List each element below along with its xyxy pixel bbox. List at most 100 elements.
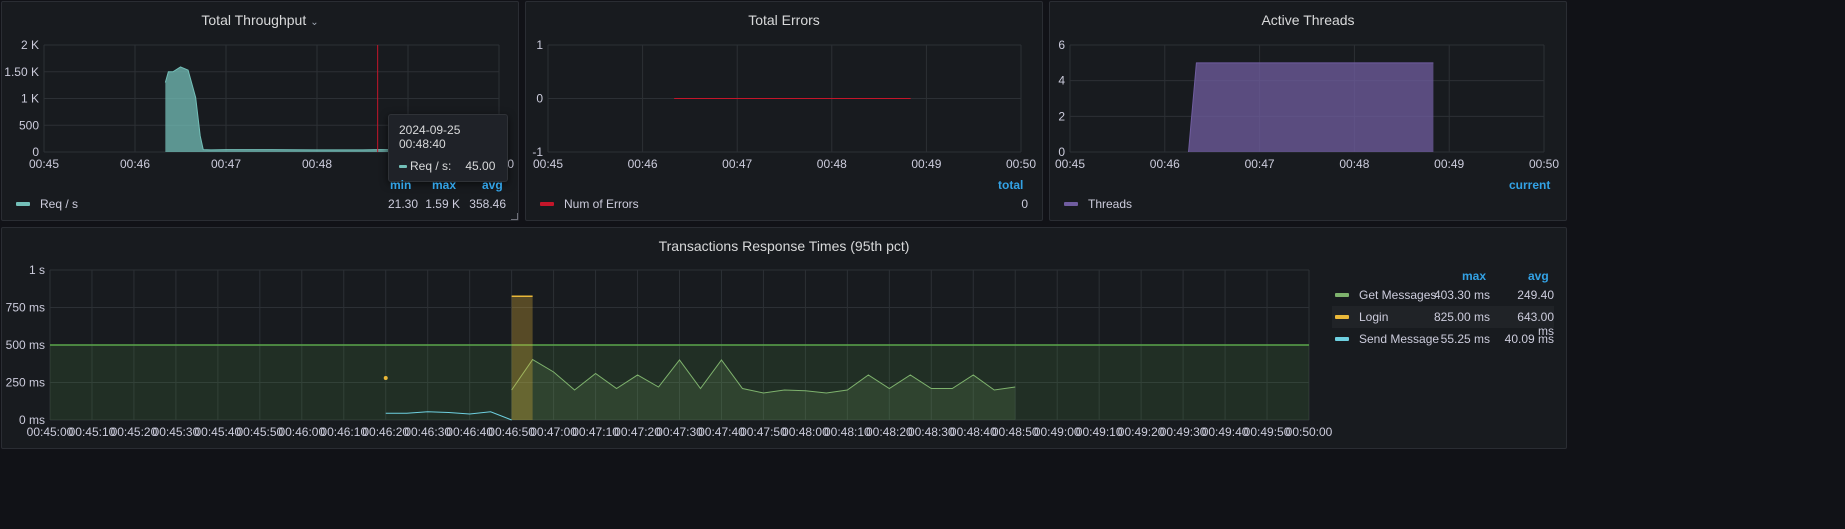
x-tick-label: 00:47 — [722, 157, 752, 171]
x-tick-label: 00:50:00 — [1286, 425, 1333, 439]
tooltip-series-swatch — [399, 164, 407, 168]
x-tick-label: 00:50 — [1529, 157, 1559, 171]
x-tick-label: 00:49:30 — [1160, 425, 1207, 439]
response-panel-title[interactable]: Transactions Response Times (95th pct) — [2, 238, 1566, 254]
throughput-panel-title[interactable]: Total Throughput ⌄ — [2, 12, 518, 28]
x-tick-label: 00:46 — [628, 157, 658, 171]
x-tick-label: 00:49:10 — [1076, 425, 1123, 439]
x-tick-label: 00:46:40 — [446, 425, 493, 439]
legend-series-label: Num of Errors — [564, 197, 639, 211]
legend-swatch — [540, 202, 554, 206]
series-line-send-message — [385, 411, 512, 421]
tooltip-series-label: Req / s: — [410, 159, 452, 173]
legend-swatch — [1335, 315, 1349, 319]
legend-swatch — [1335, 337, 1349, 341]
x-tick-label: 00:45:40 — [195, 425, 242, 439]
legend-header-avg[interactable]: avg — [482, 178, 503, 192]
x-tick-label: 00:49:20 — [1118, 425, 1165, 439]
legend-header-max[interactable]: max — [432, 178, 457, 192]
x-tick-label: 00:49 — [911, 157, 941, 171]
tooltip-time: 2024-09-25 00:48:40 — [399, 123, 461, 151]
legend-header-avg[interactable]: avg — [1528, 269, 1549, 283]
y-tick-label: 1 K — [21, 92, 39, 106]
legend-value-avg: 358.46 — [469, 197, 506, 211]
resize-handle-icon[interactable] — [511, 213, 518, 220]
x-tick-label: 00:48:30 — [908, 425, 955, 439]
errors-panel-title[interactable]: Total Errors — [526, 12, 1042, 28]
response-times-panel: Transactions Response Times (95th pct) 0… — [1, 227, 1567, 449]
x-tick-label: 00:48:10 — [824, 425, 871, 439]
legend-row-highlight — [1332, 306, 1554, 328]
legend-header-max[interactable]: max — [1462, 269, 1487, 283]
throughput-panel: Total Throughput ⌄ 0 500 1 K 1.50 K 2 K 00:45 0… — [1, 1, 519, 221]
response-times-chart[interactable]: 0 ms 250 ms 500 ms 750 ms 1 s 00:45:0000:45:1… — [2, 228, 1568, 450]
x-tick-label: 00:45:00 — [27, 425, 74, 439]
x-tick-label: 00:47 — [211, 157, 241, 171]
y-tick-label: 1.50 K — [4, 65, 39, 79]
legend-item-send-message[interactable]: Send Message — [1335, 332, 1439, 346]
x-tick-label: 00:45:10 — [69, 425, 116, 439]
errors-panel: Total Errors -1 0 1 00:45 00:46 00:47 00:48 00:… — [525, 1, 1043, 221]
legend-item-login[interactable]: Login — [1335, 310, 1388, 324]
x-tick-label: 00:46:50 — [488, 425, 535, 439]
chevron-down-icon[interactable]: ⌄ — [310, 17, 319, 28]
legend-swatch — [1335, 293, 1349, 297]
x-tick-label: 00:45:50 — [236, 425, 283, 439]
x-tick-label: 00:47:00 — [530, 425, 577, 439]
errors-chart[interactable]: -1 0 1 00:45 00:46 00:47 00:48 00:49 00:50 — [526, 2, 1044, 222]
legend-value-avg: 40.09 ms — [1504, 332, 1554, 346]
legend-header-total[interactable]: total — [998, 178, 1024, 192]
y-tick-label: 4 — [1058, 74, 1065, 88]
series-point-login — [383, 376, 388, 380]
x-tick-label: 00:47:30 — [656, 425, 703, 439]
x-tick-label: 00:49:40 — [1202, 425, 1249, 439]
x-tick-label: 00:50 — [1006, 157, 1036, 171]
x-tick-label: 00:47:10 — [572, 425, 619, 439]
x-tick-label: 00:47:50 — [740, 425, 787, 439]
y-tick-label: 0 — [1058, 145, 1065, 159]
legend-item-req-per-sec[interactable]: Req / s — [16, 197, 78, 211]
y-tick-label: 6 — [1058, 38, 1065, 52]
legend-value-max: 825.00 ms — [1433, 310, 1490, 324]
legend-header-current[interactable]: current — [1509, 178, 1551, 192]
tooltip-series-value: 45.00 — [465, 159, 496, 173]
y-tick-label: 0 — [32, 145, 39, 159]
legend-item-get-messages[interactable]: Get Messages — [1335, 288, 1436, 302]
y-tick-label: 0 — [536, 92, 543, 106]
legend-header-min[interactable]: min — [390, 178, 412, 192]
throughput-title-text: Total Throughput — [201, 12, 307, 28]
x-tick-label: 00:48:40 — [950, 425, 997, 439]
legend-value-avg: 643.00 ms — [1517, 310, 1554, 338]
legend-series-label: Req / s — [40, 197, 79, 211]
y-tick-label: 750 ms — [6, 301, 45, 315]
x-tick-label: 00:48 — [817, 157, 847, 171]
x-tick-label: 00:45 — [1055, 157, 1085, 171]
y-tick-label: 2 — [1058, 109, 1065, 123]
x-tick-label: 00:48 — [302, 157, 332, 171]
threads-panel-title[interactable]: Active Threads — [1050, 12, 1566, 28]
series-bar-login — [511, 296, 533, 420]
series-area-req-s — [165, 66, 393, 152]
legend-value-max: 403.30 ms — [1433, 288, 1490, 302]
legend-value-total: 0 — [1021, 197, 1028, 211]
legend-swatch — [1064, 202, 1078, 206]
legend-item-num-of-errors[interactable]: Num of Errors — [540, 197, 639, 211]
legend-series-label: Send Message — [1359, 332, 1440, 346]
legend-item-threads[interactable]: Threads — [1064, 197, 1132, 211]
threads-panel: Active Threads 0 2 4 6 00:45 00:46 00:47 00:48 0… — [1049, 1, 1567, 221]
threads-chart[interactable]: 0 2 4 6 00:45 00:46 00:47 00:48 00:49 00:50 — [1050, 2, 1568, 222]
x-tick-label: 00:45:30 — [153, 425, 200, 439]
legend-series-label: Get Messages — [1359, 288, 1437, 302]
legend-value-max: 1.59 K — [425, 197, 460, 211]
x-tick-label: 00:46 — [1150, 157, 1180, 171]
x-tick-label: 00:49:00 — [1034, 425, 1081, 439]
y-tick-label: 1 s — [29, 263, 45, 277]
y-tick-label: 2 K — [21, 38, 39, 52]
series-line-req-s — [164, 66, 393, 151]
errors-title-text: Total Errors — [748, 12, 820, 28]
x-tick-label: 00:48:20 — [866, 425, 913, 439]
series-area-get-messages — [511, 359, 1016, 420]
legend-series-label: Login — [1359, 310, 1389, 324]
throughput-tooltip: 2024-09-25 00:48:40 Req / s: 45.00 — [388, 114, 508, 182]
x-tick-label: 00:46:00 — [278, 425, 325, 439]
